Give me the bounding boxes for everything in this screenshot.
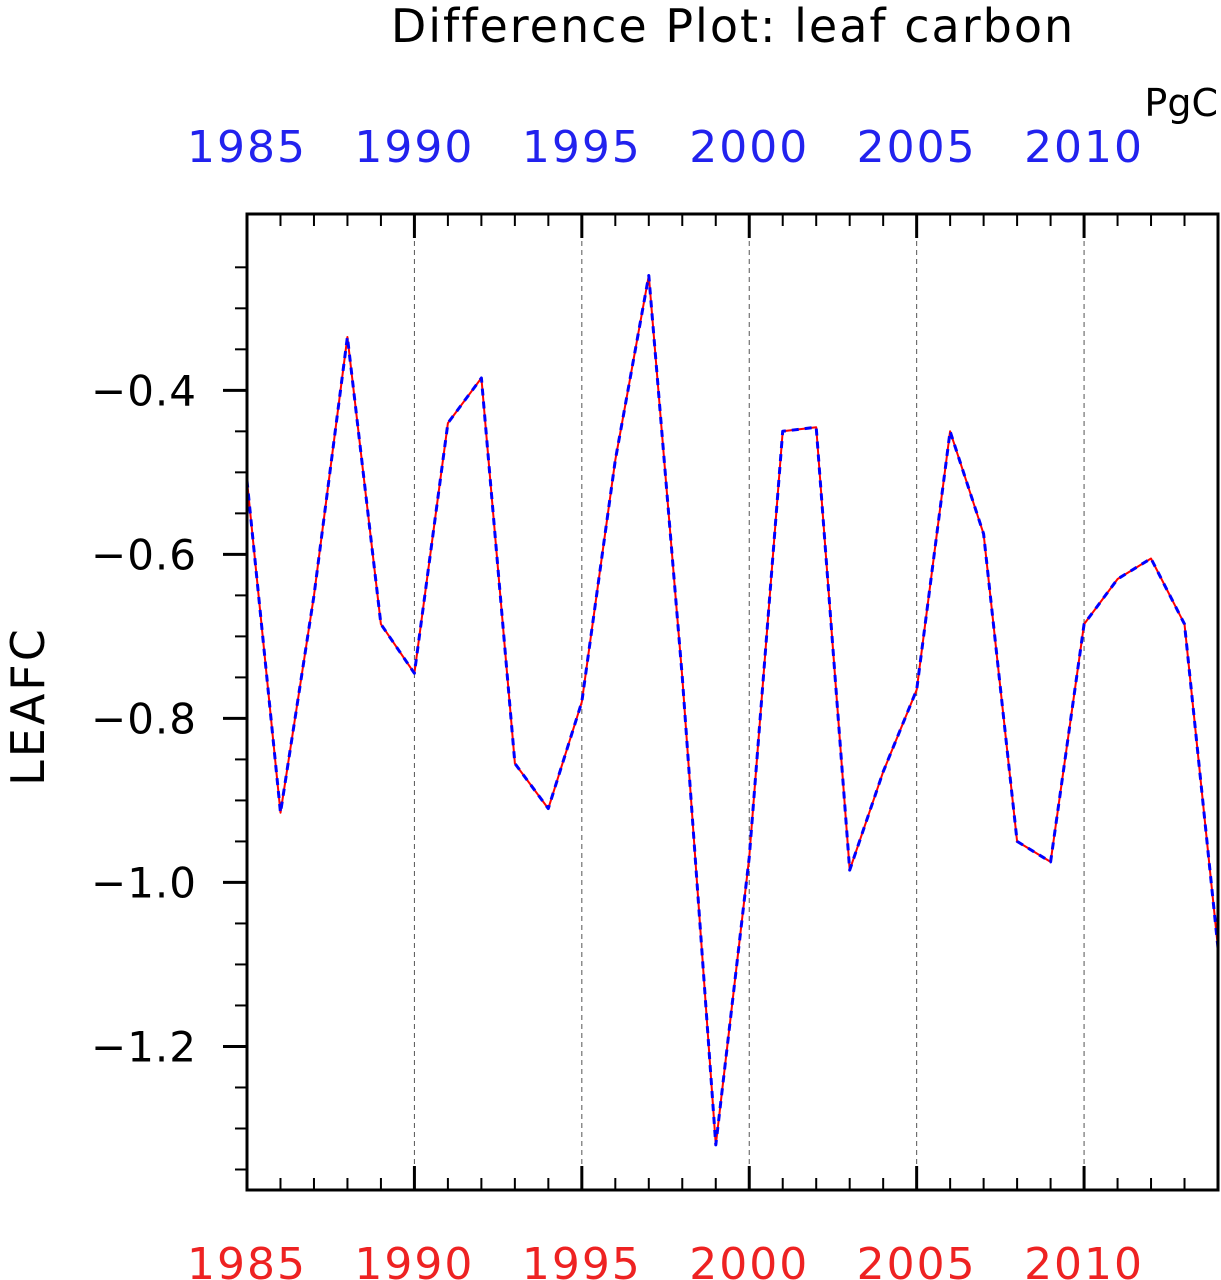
y-tick-label: −1.2 (91, 1022, 197, 1071)
y-tick-label: −1.0 (91, 858, 197, 907)
x-tick-label-top: 2000 (689, 122, 809, 173)
x-gridlines (413, 214, 1085, 1190)
series-line-red (246, 274, 1219, 1146)
x-tick-label-top: 2005 (857, 122, 977, 173)
y-tick-label: −0.6 (91, 530, 197, 579)
x-tick-label-bottom: 1995 (522, 1239, 642, 1280)
x-tick-label-bottom: 2000 (689, 1239, 809, 1280)
x-tick-label-top: 1995 (522, 122, 642, 173)
axis-ticks (223, 214, 1219, 1190)
y-axis-title: LEAFC (1, 626, 55, 786)
x-tick-label-bottom: 2010 (1024, 1239, 1144, 1280)
units-label: PgC (1144, 81, 1218, 125)
x-tick-label-top: 1990 (354, 122, 474, 173)
plot-frame (245, 212, 1220, 1192)
data-series (245, 274, 1220, 1147)
chart-title: Difference Plot: leaf carbon (391, 0, 1075, 53)
series-line-blue (245, 274, 1220, 1147)
y-tick-label: −0.4 (91, 366, 197, 415)
x-tick-label-top: 2010 (1024, 122, 1144, 173)
x-tick-label-bottom: 1985 (187, 1239, 307, 1280)
x-tick-label-bottom: 2005 (857, 1239, 977, 1280)
x-tick-label-bottom: 1990 (354, 1239, 474, 1280)
tick-labels: 1985 1985 1990 1990 1995 1995 2000 2000 2005 2005… (91, 122, 1144, 1280)
y-tick-label: −0.8 (91, 694, 197, 743)
x-tick-label-top: 1985 (187, 122, 307, 173)
